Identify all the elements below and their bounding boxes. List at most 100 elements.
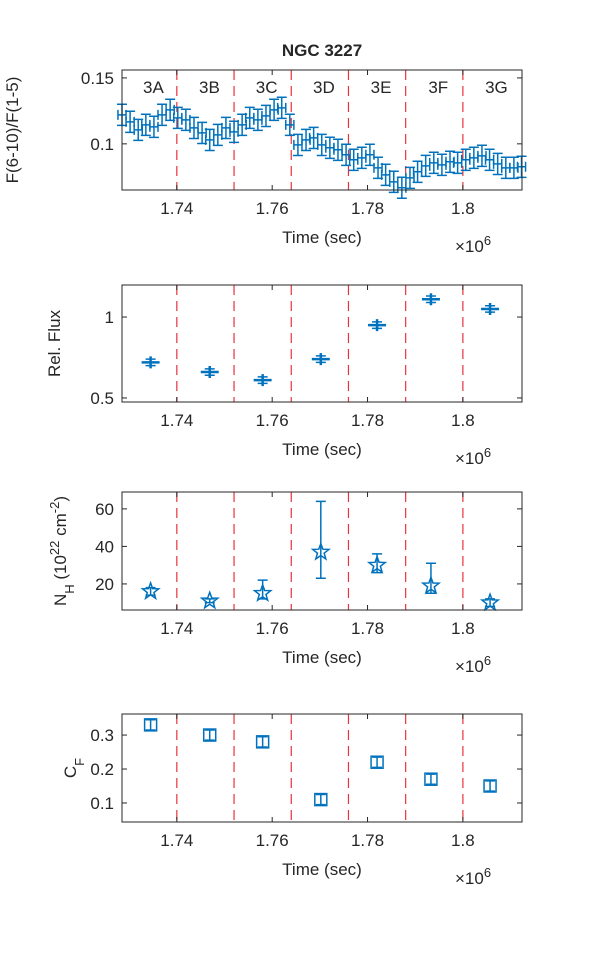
- x-tick-label: 1.8: [451, 619, 475, 638]
- marker: [257, 119, 259, 121]
- plot-area: [122, 285, 522, 402]
- axes-box: [121, 713, 523, 823]
- x-exponent-part: 6: [484, 865, 491, 880]
- x-tick-label: 1.78: [351, 619, 384, 638]
- x-tick-label: 1.78: [351, 831, 384, 850]
- x-tick-label: 1.76: [256, 831, 289, 850]
- y-tick-label: 0.2: [90, 760, 114, 779]
- marker: [441, 164, 443, 166]
- marker: [421, 293, 440, 306]
- marker: [143, 718, 158, 732]
- panel: 1.74 1.76 1.78 1.8 20 40 60 Time (sec) ×106 NH (1…: [47, 491, 523, 677]
- x-exponent: ×106: [455, 233, 491, 257]
- marker: [140, 580, 161, 601]
- x-exponent: ×106: [455, 865, 491, 889]
- marker: [233, 131, 235, 133]
- x-exponent-part: 6: [484, 445, 491, 460]
- x-axis-label: Time (sec): [282, 228, 362, 247]
- marker: [369, 153, 371, 156]
- y-axis-label: Rel. Flux: [45, 309, 64, 377]
- marker: [337, 148, 339, 151]
- marker: [311, 353, 330, 366]
- marker: [297, 144, 299, 146]
- y-tick-label: 60: [95, 500, 114, 519]
- marker: [473, 157, 475, 159]
- marker: [504, 167, 507, 169]
- x-tick-label: 1.78: [351, 199, 384, 218]
- marker: [366, 554, 388, 574]
- y-tick-label: 40: [95, 537, 114, 556]
- x-exponent: ×106: [455, 653, 491, 677]
- marker: [481, 302, 500, 315]
- segment-label: 3C: [256, 78, 278, 97]
- marker: [200, 366, 219, 379]
- y-tick-label: 20: [95, 575, 114, 594]
- y-tick-label: 0.5: [90, 389, 114, 408]
- x-tick-label: 1.76: [256, 619, 289, 638]
- marker: [420, 575, 442, 595]
- y-axis-label-part: N: [51, 594, 70, 606]
- plot-area: [122, 492, 522, 610]
- segment-label: 3F: [428, 78, 448, 97]
- error-bar: [485, 780, 496, 792]
- marker: [416, 171, 419, 173]
- marker: [312, 137, 315, 139]
- series: [117, 96, 527, 200]
- marker: [225, 127, 227, 129]
- segment-label: 3E: [371, 78, 392, 97]
- marker: [424, 165, 427, 167]
- panel: 3A 3B 3C 3D 3E 3F 3G 1.74 1.76 1.78 1.8 0.1 0.15 NGC …: [3, 41, 527, 256]
- error-bar: [315, 793, 326, 806]
- x-exponent: ×106: [455, 445, 491, 469]
- y-tick-label: 0.15: [81, 69, 114, 88]
- marker: [161, 114, 163, 116]
- x-tick-label: 1.8: [451, 831, 475, 850]
- error-bar: [372, 756, 383, 769]
- marker: [345, 153, 347, 156]
- marker: [481, 155, 483, 157]
- segment-label: 3G: [485, 78, 508, 97]
- series: [143, 718, 497, 807]
- marker: [464, 159, 467, 161]
- x-tick-label: 1.78: [351, 411, 384, 430]
- x-tick-label: 1.76: [256, 411, 289, 430]
- marker: [273, 109, 275, 111]
- marker: [352, 159, 355, 161]
- marker: [361, 157, 363, 159]
- marker: [253, 374, 272, 387]
- marker: [199, 590, 220, 610]
- marker: [401, 186, 403, 189]
- marker: [289, 124, 291, 126]
- marker: [141, 356, 160, 369]
- panel: 1.74 1.76 1.78 1.8 0.5 1 Time (sec) ×106 Rel. Fl…: [45, 284, 523, 469]
- marker: [488, 159, 491, 161]
- x-tick-label: 1.74: [160, 831, 193, 850]
- marker: [202, 728, 217, 742]
- marker: [145, 124, 147, 126]
- y-axis-label: CF: [61, 758, 87, 778]
- marker: [280, 107, 283, 109]
- marker: [483, 779, 497, 793]
- marker: [305, 139, 307, 141]
- series: [141, 293, 500, 387]
- y-axis-label-part: (10: [51, 555, 70, 584]
- marker: [241, 124, 243, 126]
- error-bar: [257, 736, 268, 748]
- marker: [392, 181, 395, 183]
- x-exponent-part: ×10: [455, 449, 484, 468]
- x-tick-label: 1.8: [451, 199, 475, 218]
- y-axis-label-part: ): [51, 496, 70, 502]
- y-axis-label-part: C: [61, 766, 80, 778]
- x-exponent-part: ×10: [455, 657, 484, 676]
- x-axis-label: Time (sec): [282, 648, 362, 667]
- y-tick-label: 0.3: [90, 726, 114, 745]
- marker: [329, 147, 331, 149]
- x-exponent-part: 6: [484, 653, 491, 668]
- x-tick-label: 1.8: [451, 411, 475, 430]
- error-bar: [425, 773, 436, 786]
- x-exponent-part: ×10: [455, 869, 484, 888]
- marker: [368, 319, 387, 332]
- marker: [409, 177, 411, 179]
- marker: [176, 117, 179, 119]
